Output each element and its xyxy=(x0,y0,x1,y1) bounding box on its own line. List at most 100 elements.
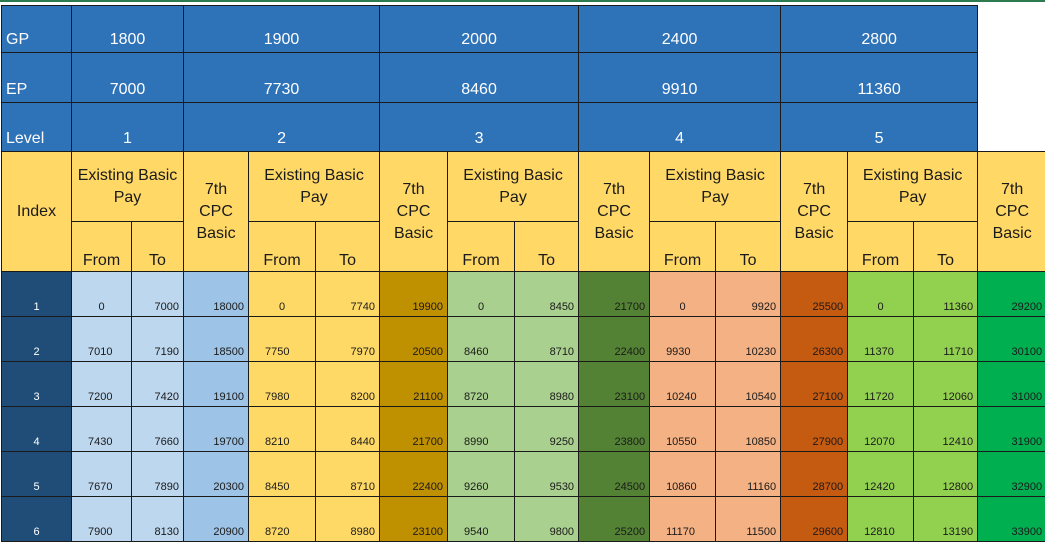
cpc-basic-cell: 31000 xyxy=(977,361,1045,407)
pay-matrix-table: GP 1800 1900 2000 2400 2800 EP 7000 7730 8460 9910… xyxy=(1,5,1045,542)
cpc-basic-cell: 31900 xyxy=(977,406,1045,452)
existing-basic-pay-header: Existing Basic Pay xyxy=(447,151,580,222)
seventh-cpc-basic-header: 7th CPC Basic xyxy=(578,151,651,272)
existing-basic-pay-header: Existing Basic Pay xyxy=(847,151,979,222)
ep-label: EP xyxy=(1,52,72,103)
from-cell: 8450 xyxy=(248,451,316,497)
level-value: 3 xyxy=(379,102,580,152)
to-cell: 9530 xyxy=(514,451,580,497)
from-cell: 0 xyxy=(447,271,516,317)
to-cell: 12800 xyxy=(913,451,979,497)
from-header: From xyxy=(847,221,915,272)
existing-basic-pay-header: Existing Basic Pay xyxy=(71,151,184,222)
to-cell: 8130 xyxy=(131,496,184,542)
index-cell: 1 xyxy=(1,271,72,317)
to-cell: 12410 xyxy=(913,406,979,452)
from-cell: 9260 xyxy=(447,451,516,497)
to-cell: 7000 xyxy=(131,271,184,317)
to-cell: 8980 xyxy=(514,361,580,407)
index-cell: 4 xyxy=(1,406,72,452)
from-cell: 8990 xyxy=(447,406,516,452)
gp-value: 2000 xyxy=(379,5,580,53)
from-header: From xyxy=(71,221,132,272)
cpc-basic-cell: 24500 xyxy=(578,451,651,497)
from-cell: 7670 xyxy=(71,451,132,497)
cpc-basic-cell: 25200 xyxy=(578,496,651,542)
from-cell: 9930 xyxy=(649,316,717,362)
ep-value: 9910 xyxy=(578,52,782,103)
to-cell: 7660 xyxy=(131,406,184,452)
level-value: 4 xyxy=(578,102,782,152)
table-row: 6 7900 8130 20900 8720 8980 23100 9540 9800 25200… xyxy=(1,496,1045,542)
cpc-basic-cell: 19100 xyxy=(183,361,249,407)
to-header: To xyxy=(715,221,782,272)
to-header: To xyxy=(314,221,381,272)
from-cell: 11370 xyxy=(847,316,915,362)
to-cell: 8450 xyxy=(514,271,580,317)
to-cell: 8710 xyxy=(514,316,580,362)
cpc-basic-cell: 30100 xyxy=(977,316,1045,362)
from-cell: 11170 xyxy=(649,496,717,542)
to-cell: 9920 xyxy=(715,271,782,317)
cpc-basic-cell: 23100 xyxy=(379,496,449,542)
cpc-basic-cell: 23100 xyxy=(578,361,651,407)
gp-value: 1900 xyxy=(182,5,381,53)
from-cell: 7750 xyxy=(248,316,316,362)
from-cell: 0 xyxy=(847,271,915,317)
to-cell: 11160 xyxy=(715,451,782,497)
to-cell: 7420 xyxy=(131,361,184,407)
from-cell: 8720 xyxy=(248,496,316,542)
cpc-basic-cell: 32900 xyxy=(977,451,1045,497)
cpc-basic-cell: 23800 xyxy=(578,406,651,452)
existing-basic-pay-header: Existing Basic Pay xyxy=(247,151,381,222)
level-label: Level xyxy=(1,102,72,152)
from-cell: 10860 xyxy=(649,451,717,497)
ep-value: 8460 xyxy=(379,52,580,103)
to-cell: 8200 xyxy=(314,361,381,407)
from-cell: 11720 xyxy=(847,361,915,407)
gp-label: GP xyxy=(1,5,72,53)
cpc-basic-cell: 27100 xyxy=(780,361,849,407)
from-cell: 12420 xyxy=(847,451,915,497)
index-header: Index xyxy=(1,151,72,272)
to-cell: 10850 xyxy=(715,406,782,452)
to-cell: 9800 xyxy=(514,496,580,542)
to-cell: 7890 xyxy=(131,451,184,497)
cpc-basic-cell: 20300 xyxy=(183,451,249,497)
cpc-basic-cell: 19900 xyxy=(379,271,449,317)
top-border xyxy=(0,0,1045,5)
to-header: To xyxy=(514,221,580,272)
to-cell: 8710 xyxy=(314,451,381,497)
from-cell: 0 xyxy=(248,271,316,317)
cpc-basic-cell: 21100 xyxy=(379,361,449,407)
level-row: Level 1 2 3 4 5 xyxy=(1,102,1045,152)
cpc-basic-cell: 20900 xyxy=(183,496,249,542)
from-cell: 10550 xyxy=(649,406,717,452)
from-cell: 8210 xyxy=(248,406,316,452)
from-to-header-row: From To From To From To From To From To xyxy=(2,221,1045,272)
from-cell: 10240 xyxy=(649,361,717,407)
to-cell: 7190 xyxy=(131,316,184,362)
to-header: To xyxy=(913,221,979,272)
ep-value: 7730 xyxy=(182,52,381,103)
from-cell: 7980 xyxy=(248,361,316,407)
cpc-basic-cell: 18000 xyxy=(183,271,249,317)
gp-row: GP 1800 1900 2000 2400 2800 xyxy=(1,5,1045,53)
cpc-basic-cell: 19700 xyxy=(183,406,249,452)
index-cell: 6 xyxy=(1,496,72,542)
from-cell: 7010 xyxy=(71,316,132,362)
cpc-basic-cell: 29600 xyxy=(780,496,849,542)
seventh-cpc-basic-header: 7th CPC Basic xyxy=(379,151,449,272)
table-row: 5 7670 7890 20300 8450 8710 22400 9260 9530 24500… xyxy=(1,451,1045,497)
gp-value: 2400 xyxy=(578,5,782,53)
cpc-basic-cell: 25500 xyxy=(780,271,849,317)
cpc-basic-cell: 28700 xyxy=(780,451,849,497)
seventh-cpc-basic-header: 7th CPC Basic xyxy=(977,151,1045,272)
table-row: 1 0 7000 18000 0 7740 19900 0 8450 21700 0 9920 2550… xyxy=(1,271,1045,317)
cpc-basic-cell: 21700 xyxy=(578,271,651,317)
to-cell: 8980 xyxy=(314,496,381,542)
ep-value: 7000 xyxy=(71,52,184,103)
cpc-basic-cell: 29200 xyxy=(977,271,1045,317)
level-value: 1 xyxy=(71,102,184,152)
